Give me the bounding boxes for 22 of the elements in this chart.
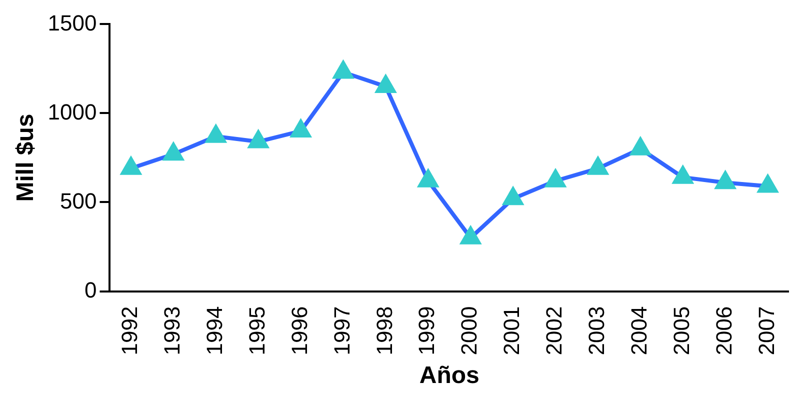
x-tick-label: 2003 (584, 306, 610, 356)
x-tick-label: 1999 (414, 306, 440, 356)
x-tick-label: 2004 (626, 306, 652, 356)
x-tick-label: 1995 (244, 306, 270, 356)
y-tick-label: 0 (84, 277, 97, 302)
x-tick-label: 2007 (754, 306, 779, 356)
x-tick-label: 2001 (499, 306, 524, 356)
x-tick-label: 1992 (117, 306, 142, 356)
x-tick-label: 2000 (456, 306, 482, 356)
x-tick-label: 1997 (329, 306, 354, 356)
x-tick-label: 2002 (542, 306, 567, 356)
y-axis-title: Mill $us (12, 114, 40, 202)
x-tick-label: 2006 (711, 306, 736, 356)
x-tick-label: 1996 (286, 306, 312, 356)
x-axis-title: Años (419, 362, 480, 390)
y-tick-label: 500 (60, 188, 97, 214)
y-tick-label: 1000 (48, 99, 97, 124)
y-tick-label: 1500 (48, 10, 97, 36)
x-tick-label: 1994 (202, 306, 227, 356)
x-tick-label: 1998 (372, 306, 397, 356)
x-tick-label: 2005 (668, 306, 694, 356)
x-tick-label: 1993 (159, 306, 184, 356)
